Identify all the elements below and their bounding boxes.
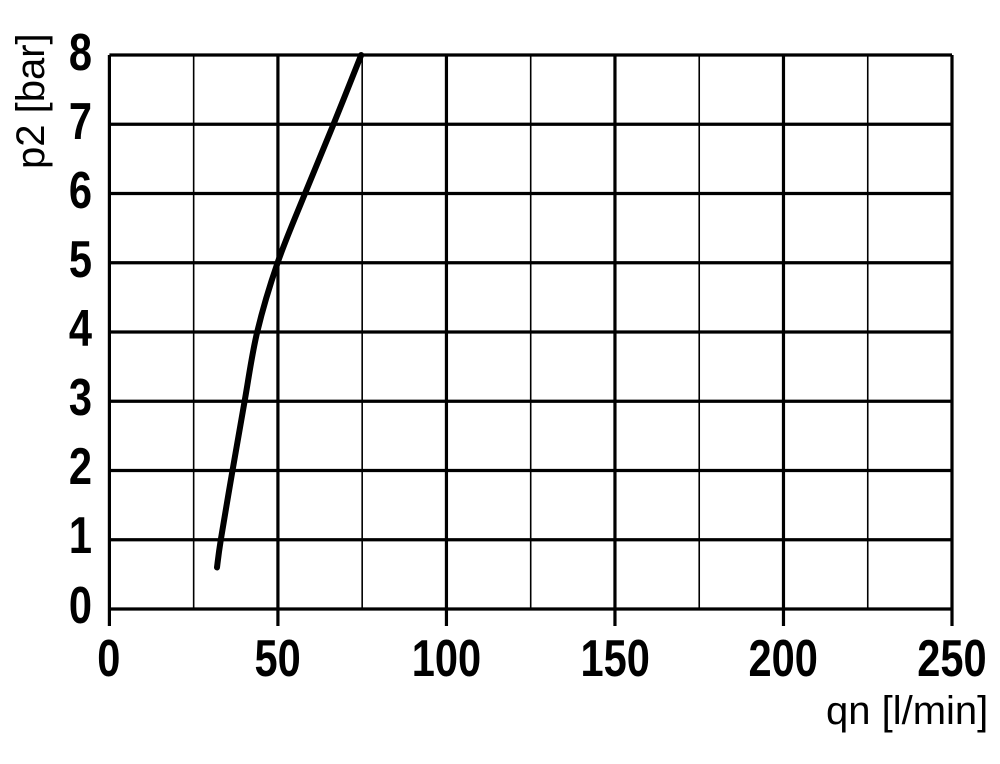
svg-text:0: 0 xyxy=(69,576,92,635)
svg-text:qn [l/min]: qn [l/min] xyxy=(826,689,988,733)
svg-text:6: 6 xyxy=(69,161,92,220)
svg-text:3: 3 xyxy=(69,368,92,427)
svg-text:p2 [bar]: p2 [bar] xyxy=(9,33,53,169)
svg-text:150: 150 xyxy=(580,629,649,688)
svg-text:50: 50 xyxy=(254,629,300,688)
svg-text:250: 250 xyxy=(917,629,986,688)
svg-text:0: 0 xyxy=(97,629,120,688)
svg-text:200: 200 xyxy=(748,629,817,688)
svg-text:1: 1 xyxy=(69,506,92,565)
svg-text:100: 100 xyxy=(412,629,481,688)
svg-text:5: 5 xyxy=(69,230,92,289)
svg-text:2: 2 xyxy=(69,437,92,496)
svg-text:8: 8 xyxy=(69,23,92,82)
svg-text:7: 7 xyxy=(69,92,92,151)
svg-text:4: 4 xyxy=(69,299,92,358)
